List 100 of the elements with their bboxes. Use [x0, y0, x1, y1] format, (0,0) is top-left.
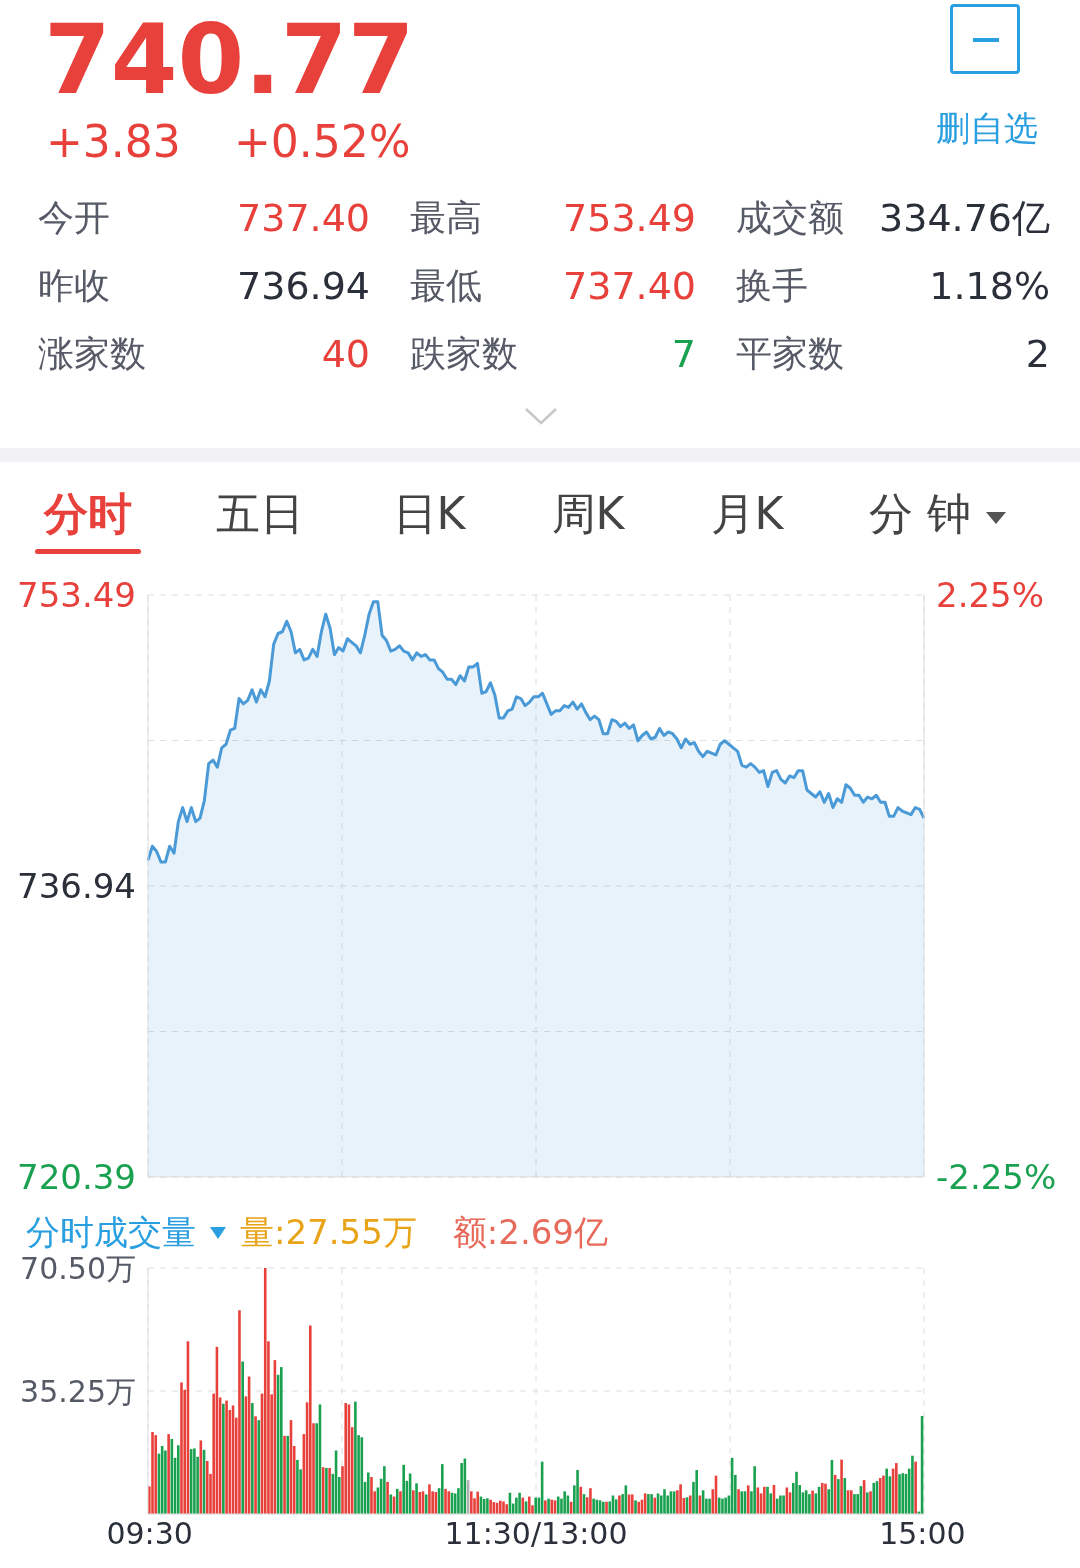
bar [898, 1474, 901, 1514]
bar [176, 1445, 180, 1514]
text: 日K [392, 488, 466, 539]
bar [795, 1471, 798, 1514]
y-tick-label: 736.94 [17, 866, 136, 906]
bar [154, 1435, 158, 1514]
bar [515, 1497, 518, 1514]
bar [556, 1496, 560, 1514]
bar [309, 1325, 312, 1514]
bar [370, 1477, 373, 1514]
bar [395, 1488, 399, 1514]
bar [441, 1464, 444, 1514]
bar [724, 1497, 727, 1514]
text: 月K [710, 488, 784, 539]
bar [193, 1448, 196, 1514]
x-tick-label: 15:00 [879, 1516, 966, 1551]
bar [576, 1470, 579, 1514]
text: 最低 [410, 265, 482, 306]
bar [469, 1491, 473, 1514]
text: 753.49 [563, 196, 696, 240]
text: 40 [321, 332, 370, 376]
bar [286, 1435, 290, 1514]
bar [280, 1367, 283, 1514]
bar [241, 1361, 244, 1514]
text: +0.52% [234, 116, 411, 167]
bar [634, 1500, 637, 1514]
text: 昨收 [38, 265, 110, 306]
text: 今开 [38, 197, 110, 238]
text: 换手 [736, 265, 808, 306]
bar [263, 1268, 267, 1514]
text: 分 钟 [869, 488, 971, 539]
bar [811, 1490, 814, 1514]
text: 最高 [410, 197, 482, 238]
bar [283, 1435, 286, 1514]
bar [779, 1495, 782, 1514]
bar [746, 1485, 750, 1514]
bar [708, 1498, 711, 1514]
y-tick-label: 753.49 [17, 575, 136, 615]
bar [563, 1491, 566, 1514]
bar [853, 1494, 856, 1514]
bar [808, 1494, 811, 1514]
bar [882, 1475, 885, 1514]
bar [650, 1494, 653, 1514]
text: 334.76亿 [879, 196, 1050, 240]
text: 删自选 [936, 108, 1038, 148]
text: 分时 [44, 488, 132, 539]
bar [460, 1463, 463, 1514]
bar [840, 1459, 843, 1514]
text: 2 [1025, 332, 1050, 376]
bar [885, 1468, 888, 1514]
bar [444, 1488, 447, 1514]
bar [402, 1464, 405, 1514]
y-tick-label: 35.25万 [20, 1373, 136, 1409]
bar [167, 1434, 170, 1514]
bar [914, 1461, 917, 1514]
bar [820, 1482, 824, 1514]
x-tick-label: 09:30 [106, 1516, 193, 1551]
bar [254, 1416, 257, 1514]
text: 跌家数 [410, 333, 518, 374]
bar [238, 1310, 241, 1514]
bar [695, 1470, 698, 1514]
text: 736.94 [237, 264, 370, 308]
bar [721, 1498, 724, 1514]
bar [366, 1472, 370, 1514]
bar [476, 1491, 480, 1514]
bar [180, 1382, 183, 1514]
bar [251, 1403, 254, 1514]
bar [399, 1491, 402, 1514]
bar [527, 1496, 531, 1514]
bar [589, 1488, 592, 1514]
text: 平家数 [736, 333, 844, 374]
bar [753, 1466, 756, 1514]
bar [505, 1504, 509, 1514]
bar [824, 1483, 827, 1514]
bar [647, 1494, 650, 1514]
y2-tick-label: -2.25% [936, 1157, 1057, 1197]
bar [518, 1492, 521, 1514]
text: 740.77 [44, 4, 415, 116]
text: 量:27.55万 [240, 1211, 417, 1254]
bar [415, 1483, 418, 1514]
y2-tick-label: 2.25% [936, 575, 1045, 615]
text: 7 [671, 332, 696, 376]
text: 额:2.69亿 [452, 1211, 608, 1254]
bar [296, 1459, 299, 1514]
bar [151, 1432, 154, 1514]
text: +3.83 [46, 116, 181, 167]
text: 涨家数 [38, 333, 146, 374]
x-tick-label: 11:30/13:00 [444, 1516, 628, 1551]
bar [895, 1463, 898, 1514]
bar [502, 1501, 505, 1514]
text: 周K [551, 488, 625, 539]
bar [412, 1490, 415, 1514]
bar [164, 1450, 167, 1514]
bar [782, 1495, 785, 1514]
bar [205, 1460, 209, 1514]
bar [354, 1401, 357, 1514]
bar [717, 1497, 721, 1514]
bar [386, 1481, 389, 1514]
bar [911, 1455, 914, 1514]
text: 五日 [216, 488, 304, 539]
